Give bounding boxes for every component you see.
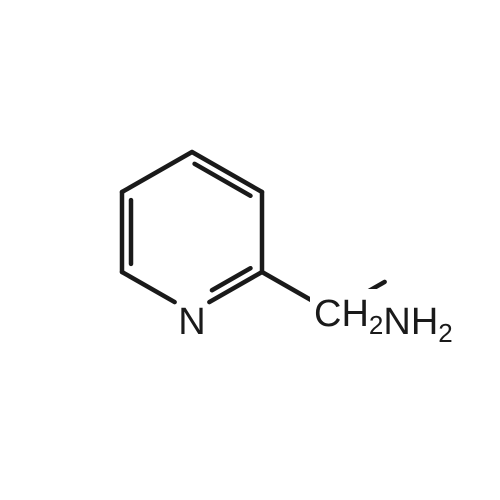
- nitrogen-ring-label: N: [178, 301, 205, 343]
